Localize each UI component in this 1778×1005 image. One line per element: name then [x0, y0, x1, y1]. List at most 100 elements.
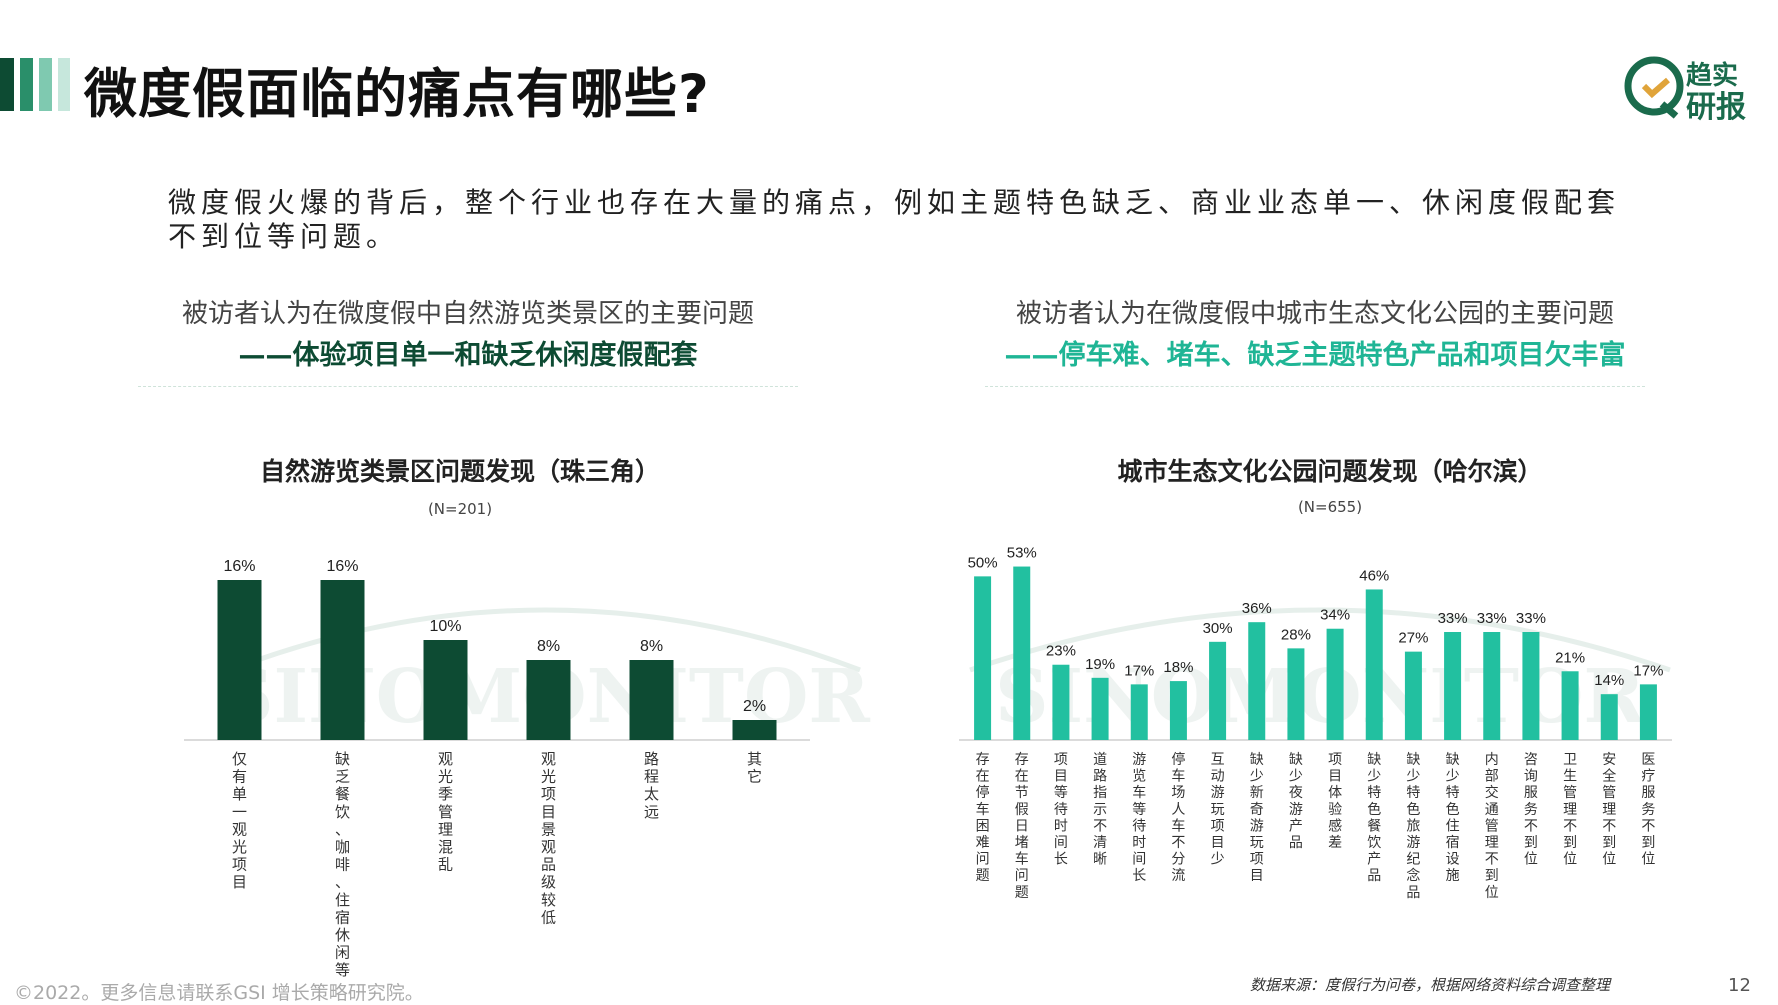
category-label: 目	[232, 873, 247, 891]
category-label: 项	[541, 785, 556, 803]
category-label: 管	[438, 803, 453, 821]
category-label: 题	[1015, 885, 1029, 901]
category-label: 日	[1015, 818, 1029, 834]
category-label: 季	[438, 785, 453, 803]
category-label: 询	[1524, 769, 1538, 785]
data-label: 17%	[1124, 662, 1154, 679]
category-label: 奇	[1250, 801, 1264, 818]
category-label: 观	[541, 838, 556, 856]
category-label: 到	[1641, 835, 1655, 851]
right-finding: 被访者认为在微度假中城市生态文化公园的主要问题 ——停车难、堵车、缺乏主题特色产…	[985, 294, 1645, 387]
category-label: 宿	[1446, 834, 1460, 851]
category-label: 住	[1446, 818, 1460, 834]
category-label: 停	[1171, 751, 1185, 768]
category-label: 理	[1485, 835, 1499, 851]
bar	[1561, 671, 1579, 740]
bar	[1052, 664, 1070, 740]
category-label: 到	[1524, 835, 1538, 851]
data-label: 8%	[640, 638, 663, 655]
category-label: 咨	[1524, 752, 1538, 768]
category-label: 纪	[1406, 852, 1420, 868]
intro-paragraph: 微度假火爆的背后，整个行业也存在大量的痛点，例如主题特色缺乏、商业业态单一、休闲…	[168, 186, 1621, 253]
category-label: 它	[747, 768, 762, 786]
data-label: 30%	[1203, 620, 1233, 637]
category-label: 餐	[335, 785, 350, 803]
category-label: 服	[1524, 785, 1538, 801]
category-label: 其	[747, 750, 762, 768]
bar	[1091, 677, 1109, 740]
category-label: 道	[1093, 752, 1107, 768]
category-label: 游	[1250, 818, 1264, 834]
data-label: 23%	[1046, 643, 1076, 660]
category-label: 远	[644, 803, 659, 821]
category-label: 节	[1015, 785, 1029, 801]
category-label: 存	[976, 752, 990, 768]
category-label: 车	[1171, 817, 1185, 834]
category-label: 路	[644, 750, 659, 768]
category-label: 程	[644, 768, 659, 786]
category-label: 乏	[335, 768, 350, 786]
category-label: 分	[1171, 852, 1185, 868]
page-number: 12	[1728, 975, 1751, 996]
category-label: 在	[1015, 769, 1029, 785]
category-label: 光	[541, 768, 556, 786]
category-label: 人	[1171, 802, 1185, 818]
category-label: 感	[1328, 817, 1342, 834]
category-label: 待	[1132, 818, 1146, 834]
category-label: 缺	[1406, 752, 1420, 768]
left-chart-sample-size: (N=201)	[427, 500, 493, 518]
bar	[217, 580, 262, 740]
category-label: 新	[1250, 785, 1264, 801]
category-label: 困	[976, 818, 990, 834]
category-label: 太	[644, 785, 659, 803]
right-finding-answer: ——停车难、堵车、缺乏主题特色产品和项目欠丰富	[1004, 340, 1626, 371]
left-finding-answer: ——体验项目单一和缺乏休闲度假配套	[238, 340, 698, 371]
category-label: 览	[1132, 769, 1146, 785]
category-label: 项	[1250, 852, 1264, 868]
category-label: 混	[438, 838, 453, 856]
category-label: 少	[1367, 769, 1381, 785]
category-label: 景	[541, 820, 556, 838]
category-label: 观	[438, 750, 453, 768]
category-label: 指	[1093, 785, 1107, 801]
category-label: 体	[1328, 785, 1342, 801]
category-label: 玩	[1250, 835, 1264, 851]
category-label: 旅	[1406, 818, 1420, 834]
category-label: 间	[1132, 852, 1146, 868]
data-label: 21%	[1555, 649, 1585, 666]
category-label: 游	[1132, 752, 1146, 768]
category-label: 缺	[335, 750, 350, 768]
category-label: 互	[1211, 752, 1225, 768]
bar	[1365, 589, 1383, 740]
category-label: 在	[976, 769, 990, 785]
data-label: 19%	[1085, 656, 1115, 673]
category-label: 通	[1485, 802, 1499, 818]
category-label: 位	[1641, 852, 1655, 868]
bar	[974, 576, 992, 740]
category-label: 不	[1602, 818, 1616, 834]
category-label: 饮	[335, 803, 350, 821]
data-label: 34%	[1320, 607, 1350, 624]
category-label: 光	[438, 768, 453, 786]
category-label: 特	[1367, 785, 1381, 801]
category-label: 部	[1485, 769, 1499, 785]
page-title: 微度假面临的痛点有哪些?	[84, 64, 710, 125]
data-label: 17%	[1633, 662, 1663, 679]
category-label: 少	[1289, 769, 1303, 785]
category-label: 特	[1406, 785, 1420, 801]
category-label: 餐	[1367, 818, 1381, 834]
category-label: 务	[1641, 802, 1655, 818]
watermark-arc	[229, 607, 861, 673]
category-label: 位	[1602, 852, 1616, 868]
category-label: 堵	[1015, 835, 1029, 851]
category-label: 产	[1289, 818, 1303, 834]
category-label: 难	[976, 835, 990, 851]
right-chart-sample-size: (N=655)	[1297, 498, 1363, 516]
category-label: 咖	[335, 838, 350, 856]
category-label: 服	[1641, 785, 1655, 801]
deco-bar-1	[0, 58, 14, 111]
category-label: 管	[1485, 818, 1499, 834]
category-label: 医	[1641, 752, 1655, 768]
deco-bar-3	[39, 58, 52, 111]
